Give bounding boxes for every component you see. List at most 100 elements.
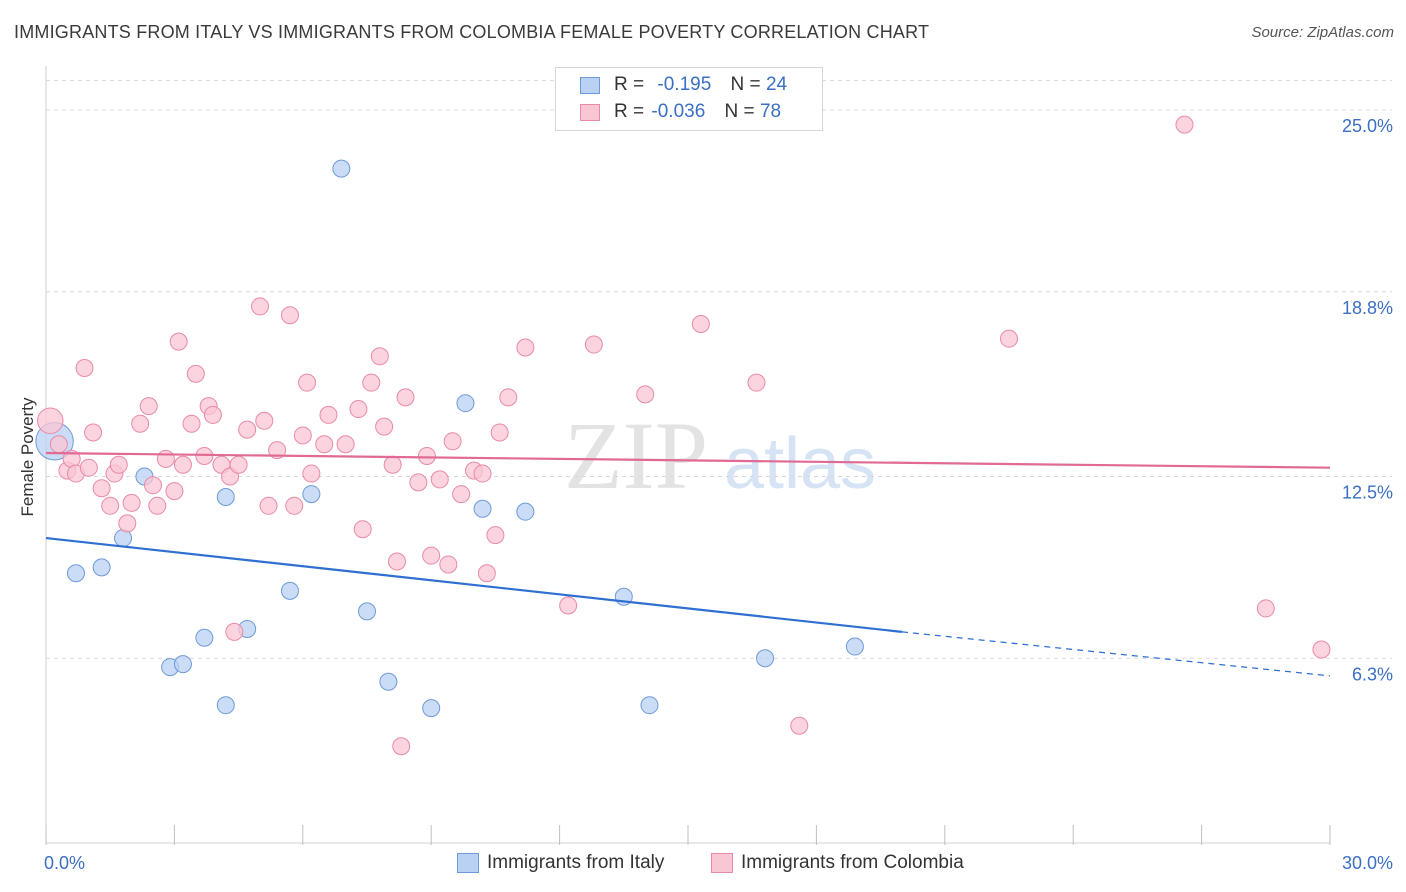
colombia-point	[293, 426, 312, 445]
colombia-point	[131, 414, 150, 433]
italy-point	[516, 502, 535, 521]
colombia-point	[439, 555, 458, 574]
italy-point	[216, 488, 235, 507]
colombia-point	[516, 338, 535, 357]
y-tick-label: 12.5%	[1342, 482, 1393, 502]
colombia-point	[84, 423, 103, 442]
italy-point	[66, 564, 85, 583]
y-axis-label: Female Poverty	[18, 397, 37, 517]
italy-n-label: N =	[730, 74, 761, 95]
colombia-point	[109, 455, 128, 474]
italy-point	[756, 649, 775, 668]
italy-r-label: R =	[614, 74, 645, 95]
italy-point	[173, 655, 192, 674]
colombia-point	[387, 552, 406, 571]
colombia-point	[747, 373, 766, 392]
italy-point	[379, 672, 398, 691]
colombia-point	[584, 335, 603, 354]
colombia-point	[1175, 115, 1194, 134]
colombia-point	[255, 411, 274, 430]
italy-point	[332, 159, 351, 178]
colombia-point	[315, 435, 334, 454]
colombia-point	[392, 737, 411, 756]
italy-point	[195, 628, 214, 647]
italy-point	[422, 699, 441, 718]
colombia-point	[499, 388, 518, 407]
colombia-point	[443, 432, 462, 451]
colombia-point	[173, 455, 192, 474]
italy-point	[216, 696, 235, 715]
colombia-point	[336, 435, 355, 454]
colombia-point	[139, 397, 158, 416]
colombia-point	[375, 417, 394, 436]
colombia-point	[353, 520, 372, 539]
colombia-point	[409, 473, 428, 492]
italy-point	[456, 394, 475, 413]
colombia-point	[122, 493, 141, 512]
colombia-point	[490, 423, 509, 442]
colombia-point	[370, 347, 389, 366]
colombia-point	[92, 479, 111, 498]
legend-label-italy: Immigrants from Italy	[487, 852, 665, 873]
italy-stats-text: R = -0.195 N = 24	[614, 74, 787, 96]
italy-swatch	[580, 77, 600, 94]
colombia-point	[101, 496, 120, 515]
colombia-point	[118, 514, 137, 533]
italy-trend-line	[45, 536, 903, 633]
stats-box: R = -0.195 N = 24 R = -0.036 N = 78	[555, 67, 823, 131]
colombia-swatch	[580, 104, 600, 121]
italy-n-value: 24	[765, 74, 788, 95]
colombia-point	[362, 373, 381, 392]
colombia-point	[417, 446, 436, 465]
colombia-point	[486, 526, 505, 545]
colombia-point	[49, 435, 68, 454]
colombia-point	[251, 297, 269, 316]
colombia-r-label: R =	[614, 101, 645, 122]
colombia-point	[268, 441, 287, 460]
colombia-point	[383, 455, 402, 474]
colombia-point	[165, 482, 184, 501]
legend-label-colombia: Immigrants from Colombia	[741, 852, 964, 873]
colombia-point	[691, 315, 710, 334]
italy-point	[473, 499, 492, 518]
italy-point	[302, 485, 321, 504]
colombia-n-value: 78	[759, 101, 782, 122]
colombia-point	[1256, 599, 1275, 618]
colombia-point	[203, 405, 222, 424]
colombia-point	[1000, 329, 1018, 348]
colombia-point	[430, 470, 449, 489]
colombia-point	[452, 485, 471, 504]
colombia-point	[422, 546, 441, 565]
colombia-point	[148, 496, 167, 515]
colombia-point	[238, 420, 257, 439]
y-tick-label: 6.3%	[1352, 664, 1393, 684]
colombia-point	[75, 359, 94, 378]
chart-title: IMMIGRANTS FROM ITALY VS IMMIGRANTS FROM…	[14, 22, 930, 42]
colombia-trend-line	[45, 451, 1331, 469]
italy-point	[640, 696, 659, 715]
colombia-point	[37, 407, 64, 435]
italy-trend-extension	[901, 631, 1331, 677]
colombia-r-value: -0.036	[651, 101, 706, 122]
colombia-point	[636, 385, 655, 404]
x-tick-label-max: 30.0%	[1342, 853, 1393, 873]
colombia-point	[156, 449, 175, 468]
colombia-point	[285, 496, 304, 515]
colombia-point	[473, 464, 492, 483]
y-tick-label: 25.0%	[1342, 116, 1393, 136]
colombia-point	[396, 388, 415, 407]
legend-swatch-colombia	[711, 853, 733, 873]
source-credit: Source: ZipAtlas.com	[1251, 24, 1394, 41]
colombia-stats-text: R = -0.036 N = 78	[614, 101, 781, 123]
italy-point	[280, 581, 299, 600]
colombia-point	[1312, 640, 1331, 659]
colombia-point	[229, 455, 248, 474]
colombia-point	[169, 332, 188, 351]
italy-point	[845, 637, 864, 656]
italy-r-value: -0.195	[657, 74, 712, 95]
colombia-point	[298, 373, 317, 392]
colombia-point	[144, 476, 162, 495]
colombia-point	[259, 496, 278, 515]
colombia-point	[559, 596, 578, 615]
